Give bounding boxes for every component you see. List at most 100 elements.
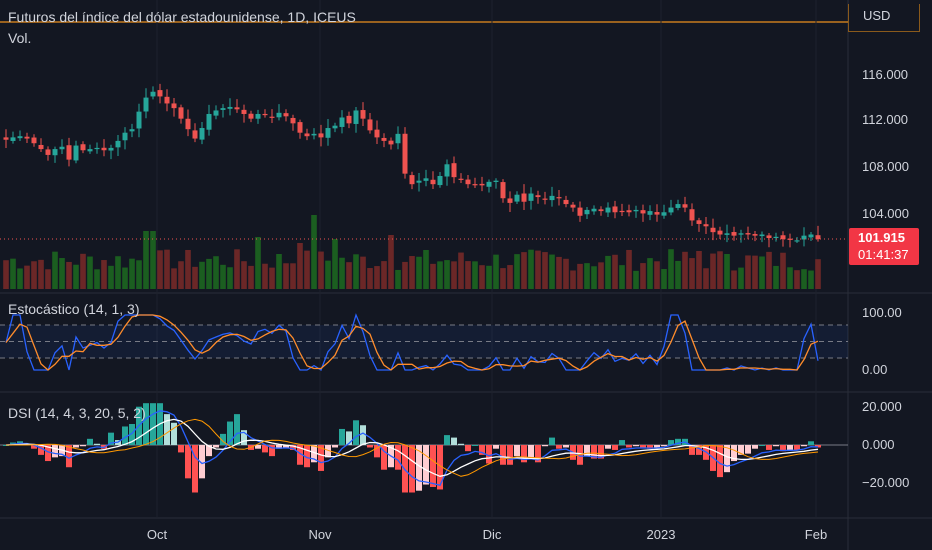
candle-body	[115, 140, 121, 148]
candle-body	[311, 133, 317, 136]
candle-body	[696, 220, 702, 224]
candle-body	[724, 233, 730, 235]
volume-bar	[416, 256, 422, 289]
x-tick-2023: 2023	[646, 527, 676, 542]
volume-bar	[325, 260, 331, 289]
candle-body	[339, 117, 345, 127]
candle-body	[423, 178, 429, 181]
stoch-d-line	[5, 314, 819, 371]
volume-bar	[227, 267, 233, 289]
chart-title: Futuros del índice del dólar estadounide…	[8, 9, 356, 25]
dsi-histogram-bar	[759, 445, 765, 446]
dsi-histogram-bar	[45, 445, 51, 462]
dsi-histogram-bar	[430, 445, 436, 487]
volume-bar	[213, 256, 219, 289]
volume-bar	[262, 263, 268, 289]
candle-body	[787, 238, 793, 240]
volume-bar	[689, 258, 695, 289]
candle-body	[612, 206, 618, 213]
dsi-histogram-bar	[52, 445, 58, 458]
candle-body	[297, 122, 303, 133]
dsi-histogram-bar	[311, 445, 317, 463]
last-price-badge: 101.915 01:41:37	[849, 228, 919, 265]
volume-bar	[24, 265, 30, 289]
dsi-histogram-bar	[479, 445, 485, 455]
dsi-histogram-bar	[738, 445, 744, 455]
candle-body	[3, 137, 9, 140]
dsi-histogram-bar	[192, 445, 198, 493]
candle-body	[717, 230, 723, 235]
dsi-histogram-bar	[304, 445, 310, 468]
dsi-histogram-bar	[549, 437, 555, 445]
volume-bar	[122, 267, 128, 289]
candle-body	[269, 116, 275, 118]
candle-body	[374, 129, 380, 138]
candle-body	[381, 137, 387, 141]
volume-bar	[38, 259, 44, 289]
candle-body	[605, 207, 611, 213]
candle-body	[388, 140, 394, 145]
candle-body	[171, 103, 177, 109]
dsi-histogram-bar	[213, 445, 219, 448]
dsi-histogram-bar	[556, 445, 562, 449]
dsi-histogram-bar	[661, 445, 667, 447]
dsi-histogram-bar	[584, 445, 590, 457]
candle-body	[759, 234, 765, 237]
dsi-histogram-bar	[640, 445, 646, 448]
candle-body	[780, 235, 786, 240]
volume-bar	[388, 235, 394, 289]
dsi-histogram-bar	[514, 445, 520, 457]
volume-bar	[297, 243, 303, 289]
volume-bar	[717, 251, 723, 289]
volume-bar	[675, 260, 681, 289]
dsi-histogram-bar	[507, 445, 513, 465]
candle-body	[332, 125, 338, 129]
volume-bar	[304, 250, 310, 289]
volume-bar	[192, 266, 198, 289]
volume-bar	[507, 265, 513, 289]
dsi-histogram-bar	[164, 414, 170, 445]
dsi-histogram-bar	[402, 445, 408, 493]
volume-bar	[59, 258, 65, 289]
volume-bar	[430, 263, 436, 289]
candle-body	[409, 175, 415, 185]
volume-bar	[752, 255, 758, 289]
candle-body	[227, 106, 233, 109]
dsi-histogram-bar	[486, 445, 492, 464]
x-tick-oct: Oct	[146, 527, 168, 542]
dsi-histogram-bar	[416, 445, 422, 491]
candle-body	[52, 149, 58, 156]
volume-bar	[178, 261, 184, 289]
volume-bar	[45, 269, 51, 289]
dsi-histogram-bar	[444, 435, 450, 445]
volume-bar	[521, 252, 527, 289]
volume-bar	[479, 265, 485, 289]
volume-bar	[773, 265, 779, 289]
candle-body	[94, 147, 100, 150]
volume-bar	[367, 268, 373, 289]
volume-bar	[17, 268, 23, 289]
volume-bar	[346, 262, 352, 289]
stochastic-label[interactable]: Estocástico (14, 1, 3)	[8, 301, 140, 317]
candle-body	[262, 113, 268, 116]
currency-button[interactable]: USD	[848, 4, 920, 32]
dsi-histogram-bar	[801, 445, 807, 447]
dsi-label[interactable]: DSI (14, 4, 3, 20, 5, 2)	[8, 405, 146, 421]
candle-body	[598, 209, 604, 212]
candle-body	[185, 118, 191, 130]
volume-bar	[101, 260, 107, 289]
candle-body	[584, 209, 590, 215]
dsi-histogram-bar	[150, 403, 156, 445]
candle-body	[563, 199, 569, 205]
candle-body	[521, 193, 527, 202]
volume-bar	[794, 270, 800, 289]
dsi-histogram-bar	[675, 438, 681, 445]
candle-body	[59, 146, 65, 150]
volume-bar	[185, 249, 191, 289]
candle-body	[10, 137, 16, 141]
volume-bar	[654, 261, 660, 289]
dsi-histogram-bar	[773, 445, 779, 447]
dsi-histogram-bar	[696, 445, 702, 455]
volume-bar	[353, 254, 359, 289]
